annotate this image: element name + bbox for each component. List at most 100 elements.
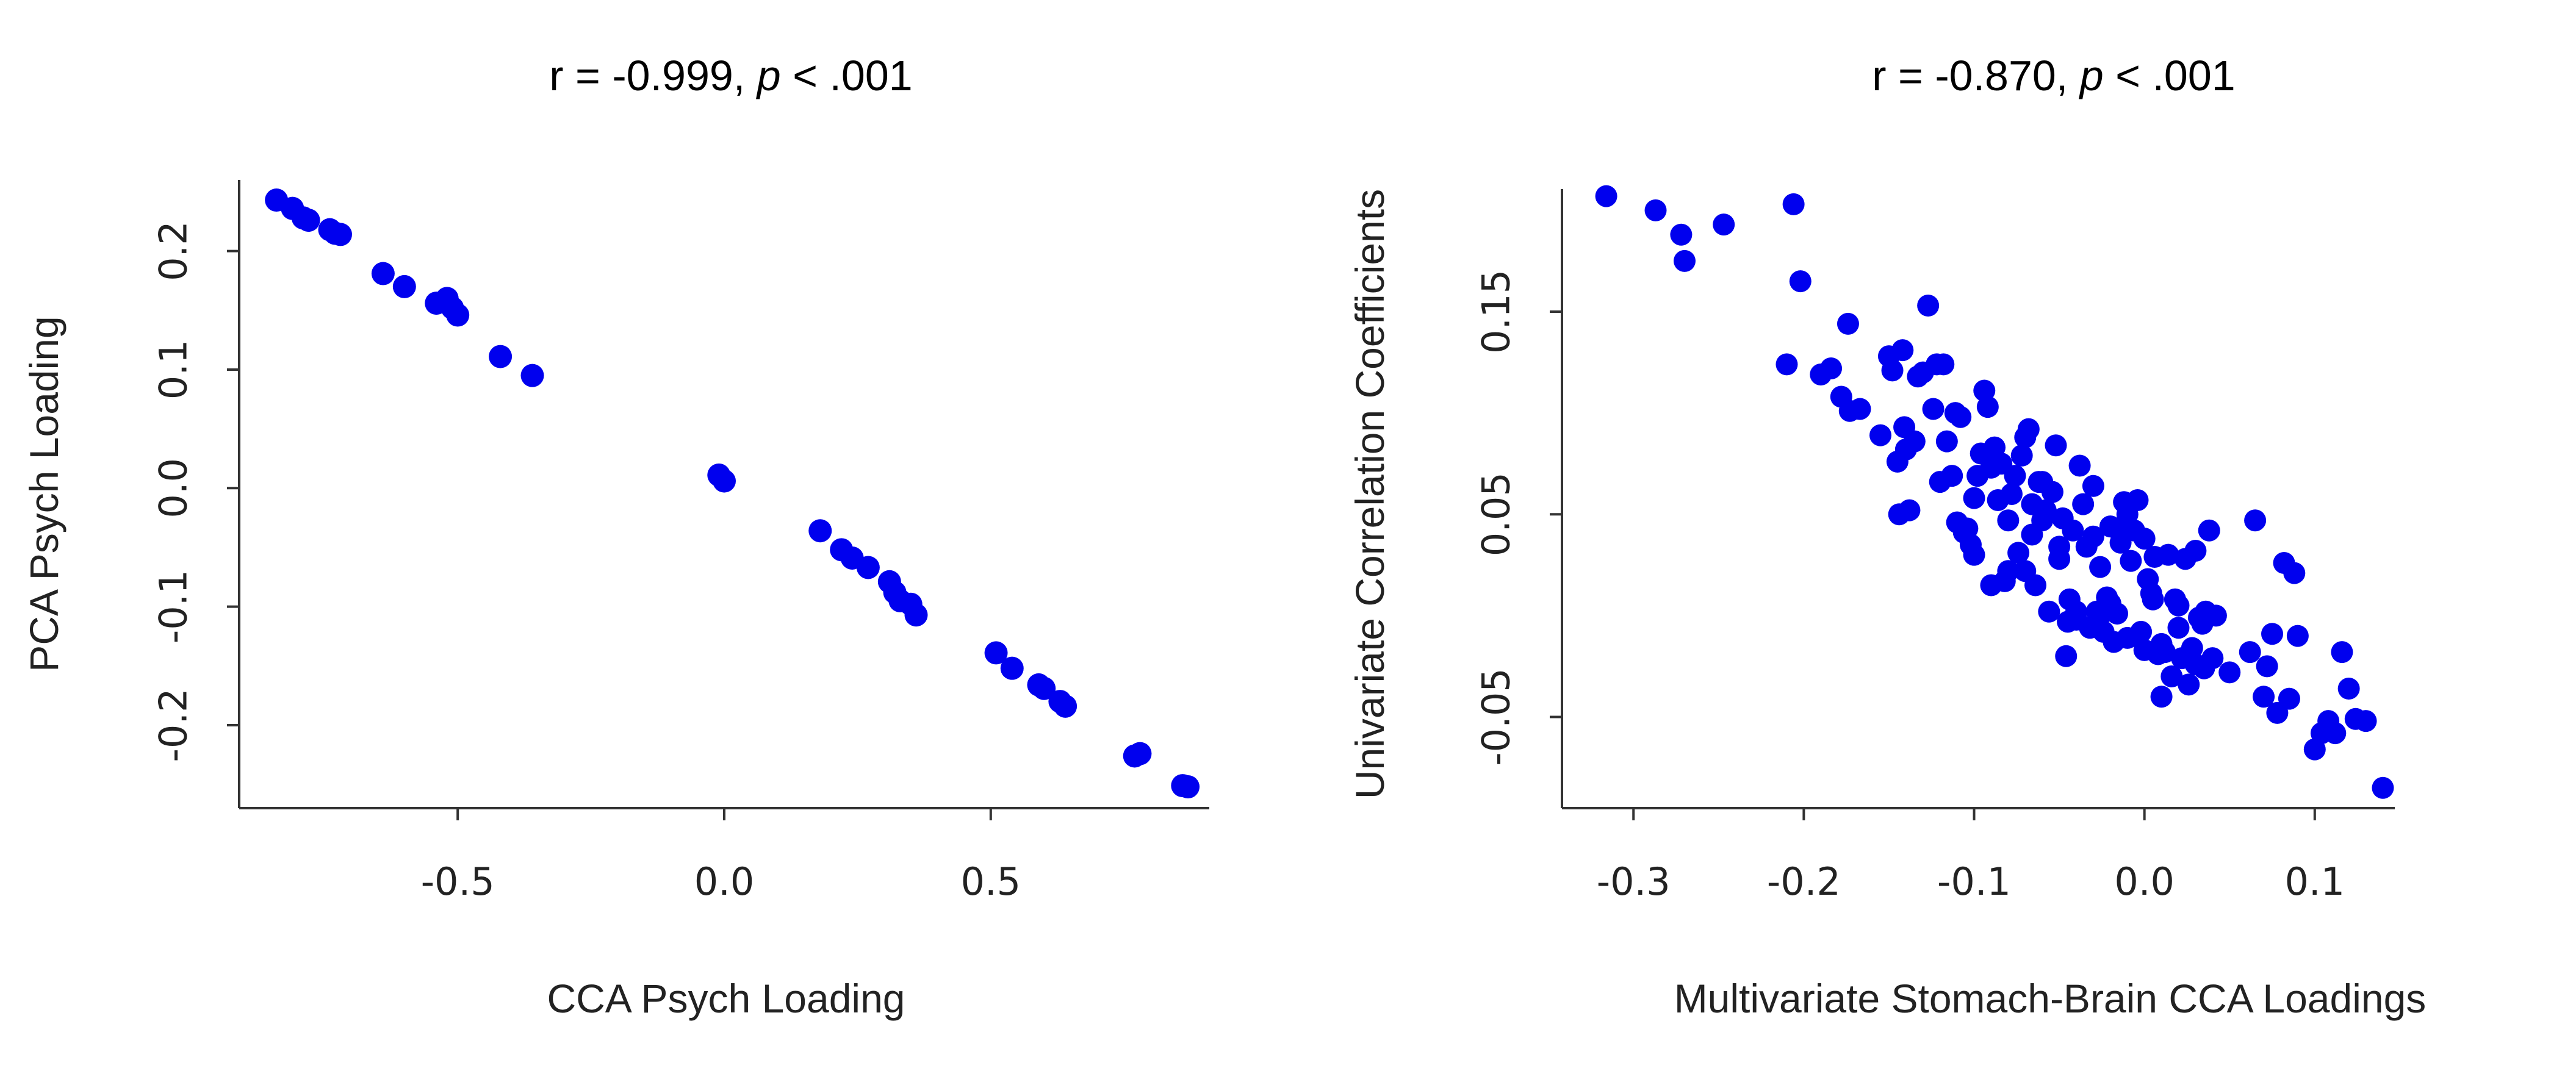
right-data-point <box>2167 617 2190 639</box>
right-data-point <box>1820 357 1843 379</box>
right-x-tick-label: 0.0 <box>2114 859 2175 904</box>
right-data-point <box>2004 465 2026 487</box>
right-data-point <box>1837 312 1859 335</box>
left-data-point <box>446 303 470 327</box>
left-data-point <box>713 469 736 493</box>
right-data-point <box>2167 594 2190 617</box>
right-data-point <box>2324 722 2347 745</box>
right-data-point <box>2014 560 2037 582</box>
right-data-point <box>2150 686 2173 708</box>
right-data-point <box>2010 444 2033 467</box>
left-data-point <box>328 223 352 246</box>
right-data-point <box>1644 199 1667 221</box>
right-data-point <box>1595 185 1617 207</box>
right-data-point <box>1976 396 1999 418</box>
right-data-point <box>2031 471 2054 493</box>
chart-left-title-p: p <box>756 52 781 99</box>
right-data-point <box>2198 519 2220 542</box>
right-data-point <box>2116 626 2139 649</box>
right-y-tick-label: 0.15 <box>1474 270 1519 354</box>
right-data-point <box>1898 499 1921 521</box>
right-data-point <box>1997 509 2020 532</box>
right-data-point <box>2126 489 2149 511</box>
right-data-point <box>2133 639 2156 661</box>
left-y-tick-label: -0.2 <box>151 688 196 762</box>
left-y-tick-label: -0.1 <box>151 570 196 643</box>
chart-left-title-prefix: r = -0.999, <box>549 52 757 99</box>
right-data-point <box>1713 213 1735 236</box>
chart-left-title: r = -0.999, p < .001 <box>549 52 912 99</box>
right-data-point <box>2244 509 2267 532</box>
right-data-point <box>2107 519 2130 542</box>
chart-left-y-label: PCA Psych Loading <box>21 316 67 672</box>
right-data-point <box>2057 611 2079 633</box>
right-data-point <box>2055 645 2078 667</box>
right-data-point <box>2160 665 2183 688</box>
right-data-point <box>2372 776 2394 799</box>
chart-left: r = -0.999, p < .001 -0.5 0.0 0.5 -0.2 -0.1… <box>21 52 1209 1021</box>
right-data-point <box>2239 641 2261 664</box>
right-y-tick-label: -0.05 <box>1474 668 1519 765</box>
right-data-point <box>2068 454 2091 477</box>
right-data-point <box>2193 657 2215 679</box>
right-data-point <box>2283 562 2306 584</box>
right-data-point <box>2218 661 2241 684</box>
right-data-point <box>2178 673 2200 696</box>
left-data-point <box>392 274 416 298</box>
right-data-point <box>1782 193 1805 215</box>
chart-right-x-ticks: -0.3 -0.2 -0.1 0.0 0.1 <box>1597 808 2345 904</box>
chart-right-title-suffix: < .001 <box>2104 52 2236 99</box>
right-data-point <box>2007 542 2030 564</box>
right-data-point <box>2256 655 2278 678</box>
chart-right-x-label: Multivariate Stomach-Brain CCA Loadings <box>1674 976 2427 1021</box>
left-x-tick-label: -0.5 <box>421 859 495 904</box>
right-data-point <box>1894 438 1917 460</box>
left-x-tick-label: 0.5 <box>961 859 1021 904</box>
right-data-point <box>2331 641 2353 664</box>
chart-left-x-ticks: -0.5 0.0 0.5 <box>421 808 1021 904</box>
right-data-point <box>2355 710 2377 733</box>
right-data-point <box>1997 560 2020 582</box>
right-data-point <box>2062 519 2084 542</box>
left-x-tick-label: 0.0 <box>694 859 755 904</box>
left-data-point <box>520 364 544 387</box>
chart-right-y-ticks: -0.05 0.05 0.15 <box>1474 270 1562 766</box>
right-data-point <box>2142 588 2164 611</box>
right-data-point <box>1941 465 1963 487</box>
left-y-tick-label: 0.1 <box>151 340 196 400</box>
right-data-point <box>1949 406 1972 428</box>
left-data-point <box>984 641 1008 665</box>
right-data-point <box>2089 556 2112 578</box>
right-x-tick-label: -0.1 <box>1937 859 2011 904</box>
right-data-point <box>2286 625 2309 647</box>
left-y-tick-label: 0.0 <box>151 458 196 518</box>
right-data-point <box>2082 525 2104 548</box>
left-data-point <box>1032 676 1056 700</box>
right-data-point <box>1775 353 1798 376</box>
right-data-point <box>2133 528 2156 550</box>
chart-right-title-p: p <box>2079 52 2104 99</box>
right-data-point <box>2021 493 2043 515</box>
right-data-point <box>1670 223 1693 246</box>
right-data-point <box>2038 600 2060 623</box>
right-data-point <box>2150 632 2173 655</box>
right-data-point <box>1849 398 1871 420</box>
chart-right-points <box>1595 185 2394 799</box>
right-data-point <box>2120 550 2142 572</box>
left-data-point <box>904 603 928 627</box>
right-data-point <box>1917 295 1940 317</box>
left-data-point <box>297 209 320 232</box>
right-data-point <box>2278 687 2300 710</box>
right-x-tick-label: -0.3 <box>1597 859 1671 904</box>
right-data-point <box>1789 270 1811 293</box>
left-data-point <box>1000 656 1024 680</box>
right-data-point <box>1980 574 2002 597</box>
chart-left-title-suffix: < .001 <box>781 52 913 99</box>
left-data-point <box>808 519 832 543</box>
right-data-point <box>1963 543 1985 566</box>
left-data-point <box>1128 742 1152 765</box>
right-x-tick-label: -0.2 <box>1767 859 1841 904</box>
right-data-point <box>1932 353 1955 376</box>
right-data-point <box>2090 603 2113 625</box>
